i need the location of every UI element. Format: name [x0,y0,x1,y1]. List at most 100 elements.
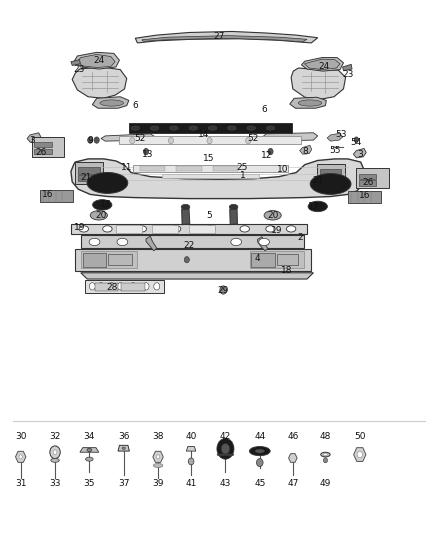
Text: 29: 29 [218,286,229,295]
Circle shape [246,138,251,144]
Text: 20: 20 [95,211,106,220]
Bar [152,225,178,233]
Bar [95,283,118,291]
Ellipse shape [255,449,265,453]
Text: 30: 30 [15,432,26,441]
Circle shape [207,138,212,144]
Bar [40,190,74,201]
Polygon shape [353,448,366,462]
Text: 10: 10 [277,165,288,174]
Circle shape [94,137,99,143]
Ellipse shape [310,174,351,195]
Ellipse shape [321,452,330,457]
Polygon shape [78,54,115,68]
Bar [358,180,376,185]
Polygon shape [327,133,343,141]
Bar [162,174,259,177]
Text: 35: 35 [84,479,95,488]
Text: 11: 11 [121,163,132,172]
Ellipse shape [231,238,241,246]
Ellipse shape [208,126,217,130]
Text: 26: 26 [363,179,374,188]
Bar [35,149,52,154]
Text: 22: 22 [184,241,194,250]
Text: 13: 13 [142,150,154,159]
Text: 21: 21 [312,176,323,185]
Circle shape [220,286,227,294]
Text: 8: 8 [302,147,308,156]
Bar [189,225,215,233]
Circle shape [354,137,358,142]
Text: 37: 37 [118,479,130,488]
Bar [121,283,145,291]
Bar [140,166,166,172]
Ellipse shape [266,226,275,232]
Ellipse shape [122,447,125,449]
Circle shape [144,149,148,155]
Text: 24: 24 [318,62,330,71]
Circle shape [130,282,136,290]
Text: 42: 42 [220,432,231,441]
Circle shape [88,137,93,143]
Polygon shape [304,59,340,70]
Bar [32,137,64,157]
Ellipse shape [323,454,328,456]
Ellipse shape [249,447,270,456]
Circle shape [221,443,230,454]
Circle shape [217,439,234,459]
Circle shape [154,282,160,290]
Circle shape [268,149,273,155]
Ellipse shape [85,457,93,461]
Text: 6: 6 [261,106,267,114]
Text: 52: 52 [247,134,259,143]
Text: 3: 3 [29,135,35,144]
Text: 41: 41 [185,479,197,488]
Polygon shape [101,134,155,141]
Text: 18: 18 [281,266,293,275]
Polygon shape [300,146,312,154]
Ellipse shape [170,126,178,130]
Ellipse shape [117,238,128,246]
Polygon shape [289,454,297,462]
Bar [85,280,165,293]
Circle shape [357,451,362,458]
Ellipse shape [131,126,140,130]
Ellipse shape [79,226,88,232]
Ellipse shape [153,464,163,467]
Ellipse shape [230,204,238,209]
Circle shape [19,455,22,459]
Polygon shape [74,52,120,69]
Polygon shape [230,208,237,225]
Polygon shape [353,149,366,158]
Polygon shape [71,60,80,66]
Text: 47: 47 [287,479,299,488]
Text: 17: 17 [99,200,111,209]
Circle shape [130,138,135,144]
Text: 19: 19 [271,227,283,236]
Ellipse shape [247,126,255,130]
Text: 39: 39 [152,479,164,488]
Text: 52: 52 [134,134,145,143]
Polygon shape [217,454,234,456]
Ellipse shape [240,226,250,232]
Circle shape [117,282,123,290]
Polygon shape [153,451,163,462]
Polygon shape [15,451,26,462]
Circle shape [323,458,328,463]
Text: 46: 46 [287,432,299,441]
Text: 12: 12 [261,151,272,160]
Circle shape [156,455,160,459]
Ellipse shape [228,126,236,130]
Ellipse shape [150,126,159,130]
Ellipse shape [206,226,215,232]
Ellipse shape [259,238,269,246]
Text: 28: 28 [106,283,117,292]
Text: 15: 15 [202,154,214,163]
Text: 5: 5 [207,211,212,220]
Text: 43: 43 [220,479,231,488]
Text: 4: 4 [255,254,261,263]
Ellipse shape [89,238,100,246]
Ellipse shape [264,211,281,220]
Ellipse shape [87,448,92,451]
Text: 50: 50 [354,432,366,441]
